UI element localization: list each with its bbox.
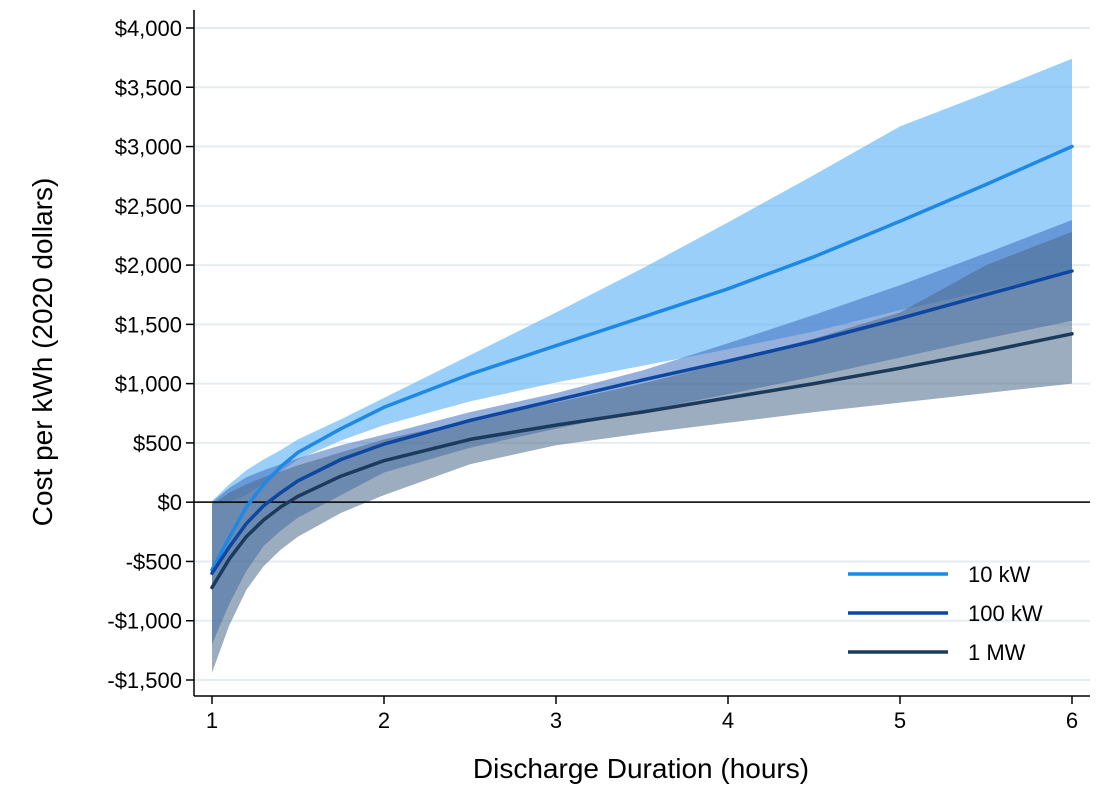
y-tick-label: $1,000 — [115, 372, 182, 397]
series-lines — [210, 144, 1074, 590]
y-tick-label: $4,000 — [115, 16, 182, 41]
x-axis-title: Discharge Duration (hours) — [473, 753, 809, 784]
x-tick-label: 4 — [722, 708, 734, 733]
y-axis-title: Cost per kWh (2020 dollars) — [27, 178, 58, 527]
series-line-1 — [210, 144, 1074, 572]
y-tick-label: $500 — [133, 431, 182, 456]
y-tick-label: $3,000 — [115, 135, 182, 160]
y-tick-label: -$1,000 — [107, 609, 182, 634]
x-tick-label: 6 — [1066, 708, 1078, 733]
legend-label-2: 100 kW — [968, 601, 1043, 626]
x-tick-label: 5 — [894, 708, 906, 733]
y-tick-label: $1,500 — [115, 312, 182, 337]
y-tick-label: $3,500 — [115, 75, 182, 100]
y-tick-label: $2,000 — [115, 253, 182, 278]
x-tick-label: 3 — [550, 708, 562, 733]
series-line-3 — [210, 332, 1074, 590]
confidence-band-3 — [212, 231, 1072, 673]
y-tick-label: $0 — [158, 490, 182, 515]
y-tick-label: -$1,500 — [107, 668, 182, 693]
y-tick-label: -$500 — [126, 549, 182, 574]
confidence-band-1 — [212, 58, 1072, 505]
series-line-2 — [210, 269, 1074, 576]
legend-label-3: 1 MW — [968, 640, 1026, 665]
legend: 10 kW 100 kW 1 MW — [848, 562, 1043, 665]
axes: $4,000 $3,500 $3,000 $2,500 $2,000 $1,500 $1,0… — [107, 10, 1090, 733]
x-tick-label: 2 — [378, 708, 390, 733]
x-tick-label: 1 — [206, 708, 218, 733]
y-tick-label: $2,500 — [115, 194, 182, 219]
legend-label-1: 10 kW — [968, 562, 1031, 587]
confidence-bands — [212, 58, 1072, 673]
